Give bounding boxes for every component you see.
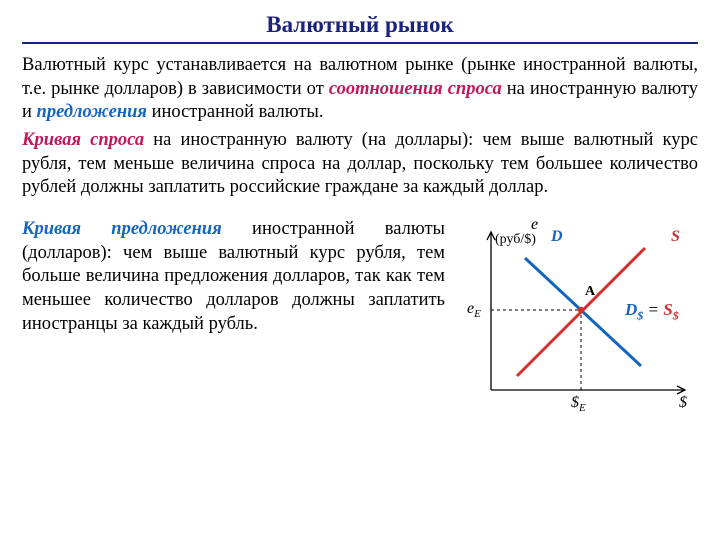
term-supply: предложения (37, 102, 147, 122)
supply-demand-chart: e (руб/$) D S A eE $E $ D$ = S$ (453, 218, 698, 428)
axis-e-unit: (руб/$) (495, 232, 536, 248)
supply-label: S (671, 228, 680, 246)
y-eq-sub: E (474, 308, 481, 320)
eq-sign: = (643, 300, 663, 319)
x-eq-dollar: $ (571, 394, 579, 411)
lower-section: Кривая предложения иностранной валюты (д… (22, 218, 698, 428)
paragraph-supply: Кривая предложения иностранной валюты (д… (22, 218, 445, 428)
demand-label: D (551, 228, 563, 246)
term-demand-curve: Кривая спроса (22, 130, 144, 150)
paragraph-demand: Кривая спроса на иностранную валюту (на … (22, 129, 698, 200)
x-axis-label: $ (679, 394, 687, 412)
term-supply-curve: Кривая предложения (22, 219, 222, 239)
page-title: Валютный рынок (22, 12, 698, 44)
eq-S: S$ (663, 300, 678, 319)
paragraph-intro: Валютный курс устанавливается на валютно… (22, 54, 698, 125)
equilibrium-equation: D$ = S$ (625, 300, 679, 323)
p1-post: иностранной валюты. (147, 102, 324, 122)
x-equilibrium-label: $E (571, 394, 586, 414)
eq-D: D$ (625, 300, 643, 319)
term-demand-ratio: соотношения спроса (329, 79, 502, 99)
x-eq-sub: E (579, 402, 586, 414)
point-a-label: A (585, 284, 595, 300)
y-equilibrium-label: eE (467, 300, 481, 320)
